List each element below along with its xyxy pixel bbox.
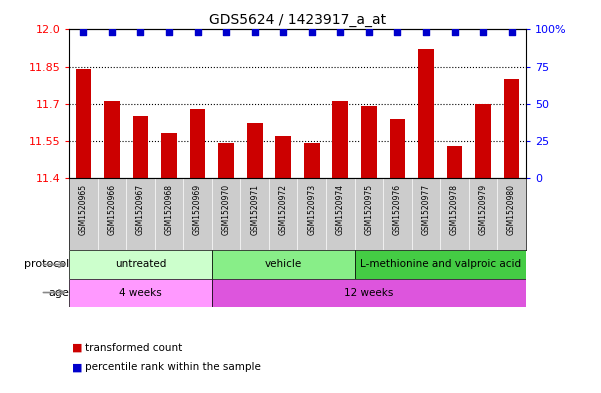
Point [507, 29, 516, 36]
Bar [304, 143, 320, 178]
Bar [212, 279, 526, 307]
Text: ■: ■ [72, 343, 82, 353]
Point [364, 29, 374, 36]
Bar [190, 108, 206, 178]
Point [164, 29, 174, 36]
Text: transformed count: transformed count [85, 343, 183, 353]
Text: 12 weeks: 12 weeks [344, 288, 394, 298]
Text: GSM1520971: GSM1520971 [250, 184, 259, 235]
Bar [355, 250, 526, 279]
Text: protocol: protocol [24, 259, 69, 270]
Bar [69, 250, 212, 279]
Bar [69, 279, 212, 307]
Bar [504, 79, 519, 178]
Point [335, 29, 345, 36]
Point [392, 29, 402, 36]
Point [421, 29, 431, 36]
Text: GSM1520969: GSM1520969 [193, 184, 202, 235]
Text: percentile rank within the sample: percentile rank within the sample [85, 362, 261, 373]
Bar [133, 116, 148, 178]
Bar [247, 123, 263, 178]
Text: GSM1520978: GSM1520978 [450, 184, 459, 235]
Text: GSM1520973: GSM1520973 [307, 184, 316, 235]
Point [478, 29, 488, 36]
Point [278, 29, 288, 36]
Text: untreated: untreated [115, 259, 166, 270]
Bar [76, 69, 91, 178]
Title: GDS5624 / 1423917_a_at: GDS5624 / 1423917_a_at [209, 13, 386, 27]
Text: GSM1520979: GSM1520979 [478, 184, 487, 235]
Text: vehicle: vehicle [264, 259, 302, 270]
Point [250, 29, 260, 36]
Bar [212, 250, 355, 279]
Text: GSM1520966: GSM1520966 [108, 184, 117, 235]
Bar [275, 136, 291, 178]
Point [193, 29, 203, 36]
Bar [389, 119, 405, 178]
Text: GSM1520976: GSM1520976 [393, 184, 402, 235]
Bar [332, 101, 348, 178]
Bar [104, 101, 120, 178]
Text: GSM1520975: GSM1520975 [364, 184, 373, 235]
Point [107, 29, 117, 36]
Text: 4 weeks: 4 weeks [119, 288, 162, 298]
Text: GSM1520974: GSM1520974 [336, 184, 345, 235]
Bar [161, 133, 177, 178]
Bar [475, 104, 491, 178]
Text: ■: ■ [72, 362, 82, 373]
Point [450, 29, 459, 36]
Bar [418, 49, 434, 178]
Point [221, 29, 231, 36]
Text: GSM1520972: GSM1520972 [279, 184, 288, 235]
Text: GSM1520965: GSM1520965 [79, 184, 88, 235]
Text: L-methionine and valproic acid: L-methionine and valproic acid [359, 259, 521, 270]
Text: GSM1520970: GSM1520970 [222, 184, 231, 235]
Bar [447, 146, 462, 178]
Text: GSM1520980: GSM1520980 [507, 184, 516, 235]
Point [307, 29, 317, 36]
Text: GSM1520977: GSM1520977 [421, 184, 430, 235]
Bar [218, 143, 234, 178]
Bar [361, 106, 377, 178]
Point [136, 29, 145, 36]
Text: GSM1520967: GSM1520967 [136, 184, 145, 235]
Text: GSM1520968: GSM1520968 [165, 184, 174, 235]
Point [79, 29, 88, 36]
Text: age: age [48, 288, 69, 298]
